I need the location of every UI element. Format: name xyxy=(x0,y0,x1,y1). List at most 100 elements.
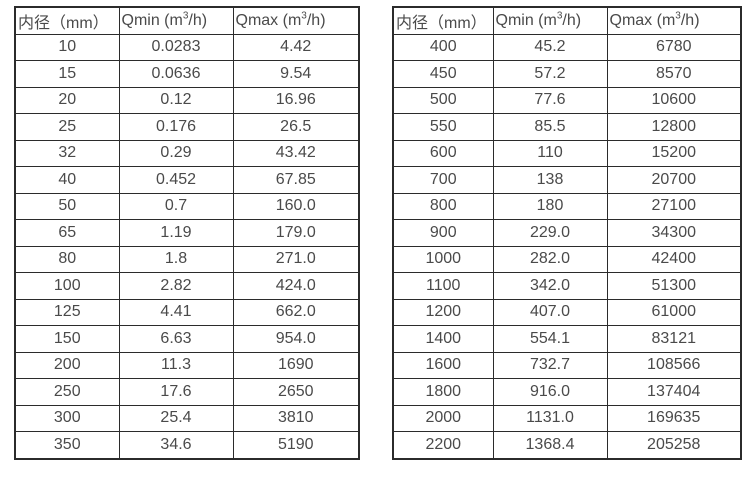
diameter-cell: 80 xyxy=(14,245,120,273)
table-row: 125 4.41 662.0 xyxy=(14,298,360,326)
header-qmax-superscript: 3 xyxy=(301,10,307,22)
qmin-cell: 25.4 xyxy=(118,404,234,432)
diameter-cell: 50 xyxy=(14,192,120,220)
diameter-cell: 1400 xyxy=(392,325,494,353)
qmin-cell: 6.63 xyxy=(118,325,234,353)
diameter-cell: 20 xyxy=(14,86,120,114)
qmax-cell: 160.0 xyxy=(232,192,360,220)
diameter-cell: 25 xyxy=(14,113,120,141)
diameter-cell: 350 xyxy=(14,431,120,459)
qmin-cell: 554.1 xyxy=(492,325,608,353)
header-qmin-unit-suffix: /h) xyxy=(562,11,582,29)
table-row: 350 34.6 5190 xyxy=(14,431,360,459)
table-row: 10 0.0283 4.42 xyxy=(14,33,360,61)
qmin-cell: 4.41 xyxy=(118,298,234,326)
flow-table-small-diameters: 内径（mm） Qmin (m3/h) Qmax (m3/h) 10 0.0283 4… xyxy=(14,6,360,460)
header-qmin-text: Qmin (m xyxy=(495,11,557,29)
table-row: 900 229.0 34300 xyxy=(392,219,742,247)
header-qmin: Qmin (m3/h) xyxy=(118,6,234,35)
qmin-cell: 57.2 xyxy=(492,60,608,88)
qmax-cell: 424.0 xyxy=(232,272,360,300)
qmin-cell: 732.7 xyxy=(492,351,608,379)
qmax-cell: 61000 xyxy=(606,298,742,326)
qmin-cell: 1.8 xyxy=(118,245,234,273)
table-row: 800 180 27100 xyxy=(392,192,742,220)
table-row: 250 17.6 2650 xyxy=(14,378,360,406)
table-row: 1800 916.0 137404 xyxy=(392,378,742,406)
table-row: 1100 342.0 51300 xyxy=(392,272,742,300)
qmax-cell: 169635 xyxy=(606,404,742,432)
flow-rate-tables: 内径（mm） Qmin (m3/h) Qmax (m3/h) 10 0.0283 4… xyxy=(14,6,742,460)
qmin-cell: 0.0283 xyxy=(118,33,234,61)
table-row: 15 0.0636 9.54 xyxy=(14,60,360,88)
qmin-cell: 0.7 xyxy=(118,192,234,220)
qmax-cell: 6780 xyxy=(606,33,742,61)
qmax-cell: 954.0 xyxy=(232,325,360,353)
header-qmax-unit-suffix: /h) xyxy=(680,11,700,29)
qmin-cell: 342.0 xyxy=(492,272,608,300)
diameter-cell: 400 xyxy=(392,33,494,61)
qmax-cell: 10600 xyxy=(606,86,742,114)
qmin-cell: 407.0 xyxy=(492,298,608,326)
table-row: 450 57.2 8570 xyxy=(392,60,742,88)
table-row: 300 25.4 3810 xyxy=(14,404,360,432)
qmin-cell: 45.2 xyxy=(492,33,608,61)
diameter-cell: 10 xyxy=(14,33,120,61)
header-qmax-superscript: 3 xyxy=(675,10,681,22)
table-row: 1200 407.0 61000 xyxy=(392,298,742,326)
header-qmin: Qmin (m3/h) xyxy=(492,6,608,35)
qmin-cell: 1368.4 xyxy=(492,431,608,459)
qmin-cell: 916.0 xyxy=(492,378,608,406)
header-qmin-superscript: 3 xyxy=(556,10,563,22)
header-row: 内径（mm） Qmin (m3/h) Qmax (m3/h) xyxy=(14,6,360,35)
qmin-cell: 0.29 xyxy=(118,139,234,167)
qmax-cell: 3810 xyxy=(232,404,360,432)
diameter-cell: 65 xyxy=(14,219,120,247)
header-inner-diameter: 内径（mm） xyxy=(14,6,120,35)
header-qmin-text: Qmin (m xyxy=(121,11,183,29)
table-row: 50 0.7 160.0 xyxy=(14,192,360,220)
diameter-cell: 32 xyxy=(14,139,120,167)
qmax-cell: 1690 xyxy=(232,351,360,379)
table-row: 550 85.5 12800 xyxy=(392,113,742,141)
table-row: 2200 1368.4 205258 xyxy=(392,431,742,459)
diameter-cell: 900 xyxy=(392,219,494,247)
diameter-cell: 2200 xyxy=(392,431,494,459)
qmax-cell: 83121 xyxy=(606,325,742,353)
table-row: 200 11.3 1690 xyxy=(14,351,360,379)
diameter-cell: 300 xyxy=(14,404,120,432)
diameter-cell: 1200 xyxy=(392,298,494,326)
qmax-cell: 8570 xyxy=(606,60,742,88)
qmax-cell: 271.0 xyxy=(232,245,360,273)
qmax-cell: 34300 xyxy=(606,219,742,247)
table-row: 40 0.452 67.85 xyxy=(14,166,360,194)
diameter-cell: 700 xyxy=(392,166,494,194)
diameter-cell: 800 xyxy=(392,192,494,220)
diameter-cell: 150 xyxy=(14,325,120,353)
header-row: 内径（mm） Qmin (m3/h) Qmax (m3/h) xyxy=(392,6,742,35)
header-qmax: Qmax (m3/h) xyxy=(232,6,360,35)
qmin-cell: 77.6 xyxy=(492,86,608,114)
diameter-cell: 1100 xyxy=(392,272,494,300)
qmin-cell: 0.12 xyxy=(118,86,234,114)
qmin-cell: 85.5 xyxy=(492,113,608,141)
qmin-cell: 17.6 xyxy=(118,378,234,406)
diameter-cell: 250 xyxy=(14,378,120,406)
qmax-cell: 179.0 xyxy=(232,219,360,247)
qmin-cell: 1131.0 xyxy=(492,404,608,432)
qmin-cell: 1.19 xyxy=(118,219,234,247)
diameter-cell: 2000 xyxy=(392,404,494,432)
qmax-cell: 27100 xyxy=(606,192,742,220)
diameter-cell: 500 xyxy=(392,86,494,114)
diameter-cell: 1800 xyxy=(392,378,494,406)
diameter-cell: 125 xyxy=(14,298,120,326)
qmin-cell: 282.0 xyxy=(492,245,608,273)
qmin-cell: 11.3 xyxy=(118,351,234,379)
diameter-cell: 40 xyxy=(14,166,120,194)
diameter-cell: 600 xyxy=(392,139,494,167)
qmax-cell: 12800 xyxy=(606,113,742,141)
table-row: 2000 1131.0 169635 xyxy=(392,404,742,432)
header-qmax-text: Qmax (m xyxy=(235,11,302,29)
qmax-cell: 5190 xyxy=(232,431,360,459)
qmax-cell: 26.5 xyxy=(232,113,360,141)
